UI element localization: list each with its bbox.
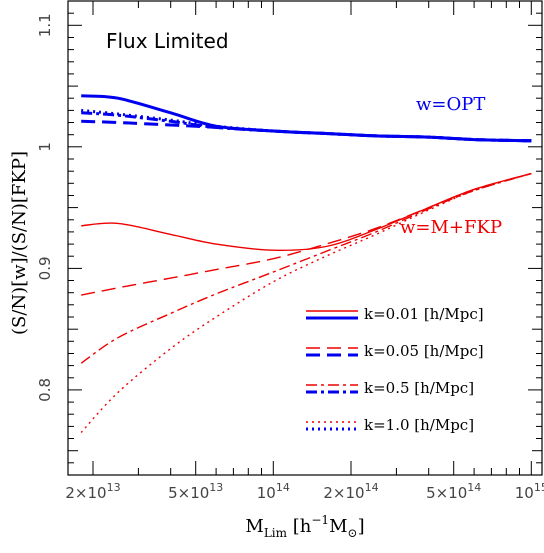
- x-tick-label: 1014: [257, 481, 290, 502]
- x-axis-label: MLim [h−1M⊙]: [245, 513, 364, 540]
- axis-ticks: [68, 0, 542, 476]
- x-axis-label-open: [h: [287, 516, 312, 537]
- x-axis-label-exp: −1: [311, 513, 329, 527]
- x-axis-label-sub: Lim: [264, 526, 288, 540]
- legend-label: k=0.5 [h/Mpc]: [364, 379, 474, 397]
- x-axis-label-main: M: [245, 516, 263, 537]
- group-label-m-fkp: w=M+FKP: [400, 217, 502, 238]
- series-line-m-fkp-k-0-05: [81, 172, 532, 296]
- y-axis-label: (S/N)[w]/(S/N)[FKP]: [9, 151, 30, 335]
- series-line-opt-k-0-05: [81, 119, 532, 143]
- series-line-m-fkp-k-0-5: [80, 172, 532, 364]
- y-tick-label: 0.8: [36, 378, 54, 402]
- x-tick-label-exponent: 15: [534, 481, 544, 494]
- x-axis-label-mid: M: [329, 516, 347, 537]
- x-tick-label-mantissa: 5×10: [168, 484, 209, 502]
- y-tick-label: 0.9: [36, 256, 54, 280]
- x-tick-label-exponent: 13: [209, 481, 223, 494]
- x-tick-label-exponent: 13: [107, 481, 121, 494]
- x-tick-label-mantissa: 10: [515, 484, 534, 502]
- plot-frame: [67, 0, 543, 476]
- x-axis-label-sun: ⊙: [348, 526, 358, 540]
- legend: k=0.01 [h/Mpc] k=0.05 [h/Mpc] k=0.5 [h/Mpc…: [306, 305, 484, 434]
- x-tick-label: 5×1014: [426, 481, 481, 502]
- group-label-opt: w=OPT: [416, 94, 485, 115]
- legend-label: k=1.0 [h/Mpc]: [364, 416, 474, 434]
- y-tick-label: 1.1: [36, 13, 54, 37]
- tick-labels: 2×10135×101310142×10145×101410150.80.911…: [36, 13, 544, 502]
- x-tick-label-mantissa: 5×10: [426, 484, 467, 502]
- y-tick-label: 1: [36, 142, 54, 152]
- plot-series: [80, 94, 532, 433]
- flux-limited-annotation: Flux Limited: [106, 29, 229, 53]
- x-axis-label-close: ]: [358, 516, 365, 537]
- legend-label: k=0.05 [h/Mpc]: [364, 342, 484, 360]
- legend-label: k=0.01 [h/Mpc]: [364, 305, 484, 323]
- x-tick-label-exponent: 14: [365, 481, 379, 494]
- series-line-m-fkp-k-0-01: [81, 172, 532, 251]
- x-tick-label: 5×1013: [168, 481, 223, 502]
- x-tick-label-mantissa: 2×10: [65, 484, 106, 502]
- x-tick-label-exponent: 14: [467, 481, 481, 494]
- x-tick-label: 1015: [515, 481, 544, 502]
- x-tick-label-mantissa: 10: [257, 484, 276, 502]
- series-line-m-fkp-k-1-0: [80, 172, 532, 433]
- x-tick-label: 2×1013: [65, 481, 120, 502]
- x-tick-label: 2×1014: [323, 481, 378, 502]
- x-tick-label-exponent: 14: [276, 481, 290, 494]
- x-tick-label-mantissa: 2×10: [323, 484, 364, 502]
